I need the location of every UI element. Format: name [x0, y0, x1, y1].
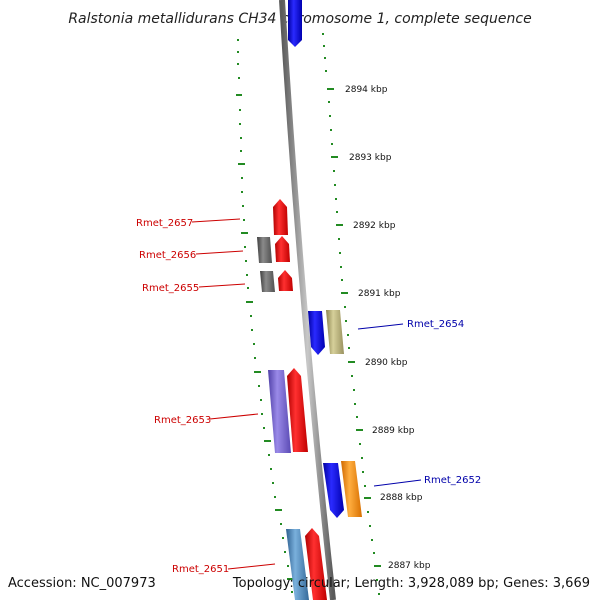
scale-label-2893: 2893 kbp [349, 153, 392, 163]
gene-arrow-top-blue[interactable] [288, 0, 302, 47]
gene-box-rmet-2656-gray[interactable] [257, 237, 272, 263]
chromosome-backbone [279, 0, 336, 600]
inner-tick-track [236, 39, 294, 593]
scale-label-2892: 2892 kbp [353, 221, 396, 231]
scale-label-2894: 2894 kbp [345, 85, 388, 95]
scale-label-2891: 2891 kbp [358, 289, 401, 299]
gene-box-rmet-2652[interactable] [341, 461, 362, 517]
scale-label-2889: 2889 kbp [372, 426, 415, 436]
accession-text: Accession: NC_007973 [8, 576, 156, 591]
gene-label-rmet-2651[interactable]: Rmet_2651 [172, 564, 229, 575]
gene-arrow-rmet-2655[interactable] [278, 270, 293, 291]
gene-arrow-rmet-2657[interactable] [273, 199, 288, 235]
gene-arrow-rmet-2653[interactable] [287, 368, 308, 452]
outer-tick-track [322, 33, 381, 595]
gene-arrow-rmet-2652-blue[interactable] [323, 463, 344, 518]
gene-arrow-rmet-2654-blue[interactable] [308, 311, 325, 355]
gene-box-rmet-2654[interactable] [326, 310, 344, 354]
scale-label-2887: 2887 kbp [388, 561, 431, 571]
gene-arrow-rmet-2651[interactable] [305, 528, 327, 600]
gene-label-rmet-2652[interactable]: Rmet_2652 [424, 475, 481, 486]
scale-label-2890: 2890 kbp [365, 358, 408, 368]
gene-label-rmet-2656[interactable]: Rmet_2656 [139, 250, 196, 261]
gene-box-rmet-2655-gray[interactable] [260, 271, 275, 292]
scale-label-2888: 2888 kbp [380, 493, 423, 503]
gene-label-rmet-2655[interactable]: Rmet_2655 [142, 283, 199, 294]
gene-box-rmet-2653-purple[interactable] [268, 370, 291, 453]
gene-box-rmet-2651-steel[interactable] [286, 529, 309, 600]
gene-arrow-rmet-2656[interactable] [275, 236, 290, 262]
gene-label-rmet-2657[interactable]: Rmet_2657 [136, 218, 193, 229]
gene-label-rmet-2654[interactable]: Rmet_2654 [407, 319, 464, 330]
topology-summary: Topology: circular; Length: 3,928,089 bp… [232, 576, 590, 591]
gene-label-rmet-2653[interactable]: Rmet_2653 [154, 415, 211, 426]
label-leaders [191, 218, 422, 570]
